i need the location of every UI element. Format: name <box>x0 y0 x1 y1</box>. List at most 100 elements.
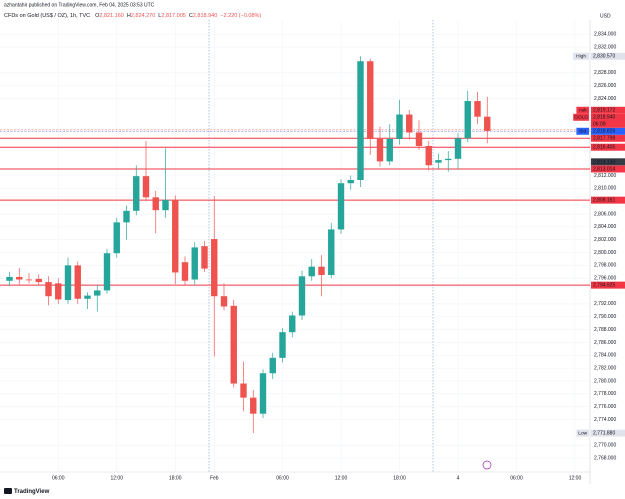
x-tick-label: 06:00 <box>510 475 523 481</box>
price-label-bg <box>591 158 625 166</box>
y-tick-label: 2,774.000 <box>594 417 616 423</box>
price-label: 2,808.161 <box>593 198 615 204</box>
y-tick-label: 2,788.000 <box>594 327 616 333</box>
candle-body <box>25 279 33 281</box>
candle-body <box>191 247 198 280</box>
y-tick-label: 2,804.000 <box>594 224 616 230</box>
candle-body <box>94 290 101 296</box>
y-tick-label: 2,828.000 <box>594 70 616 76</box>
price-label: 2,816.405 <box>593 145 615 151</box>
price-label: 2,819.172 <box>593 108 615 114</box>
candle-body <box>318 266 325 276</box>
candle-body <box>474 101 481 117</box>
price-tag-bg <box>573 52 589 60</box>
ohlc-value: 2,824.270 <box>131 13 155 19</box>
ohlc-key: C <box>189 13 193 19</box>
y-tick-label: 2,800.000 <box>594 250 616 256</box>
candle-body <box>113 222 120 254</box>
candle-body <box>484 116 491 131</box>
candle-body <box>152 197 159 211</box>
y-tick-label: 2,810.000 <box>594 186 616 192</box>
price-label: 2,818.940 <box>593 115 615 121</box>
candle-body <box>386 138 393 162</box>
ohlc-key: H <box>127 13 131 19</box>
candle-body <box>279 332 286 358</box>
logo-mark <box>4 488 12 494</box>
candle-body <box>415 132 423 146</box>
candle-body <box>123 210 130 223</box>
candle-body <box>133 176 140 211</box>
candle-body <box>16 276 23 280</box>
y-tick-label: 2,784.000 <box>594 353 616 359</box>
price-tag: Low <box>578 430 587 436</box>
price-tag: High <box>576 54 586 60</box>
candle-body <box>259 373 267 414</box>
candle-body <box>6 276 13 281</box>
y-tick-label: 2,834.000 <box>594 32 616 38</box>
brand: TradingView <box>14 489 50 495</box>
price-label-bg <box>591 52 625 60</box>
x-tick-label: 18:00 <box>169 475 182 481</box>
price-label: 2,771.880 <box>593 431 615 437</box>
candle-body <box>454 138 462 159</box>
y-tick-label: 2,802.000 <box>594 237 616 243</box>
candle-body <box>45 282 52 297</box>
price-label-bg <box>591 165 625 173</box>
candle-body <box>406 114 413 133</box>
candle-body <box>367 61 374 139</box>
event-icon[interactable] <box>482 460 492 470</box>
y-tick-label: 2,786.000 <box>594 340 616 346</box>
y-tick-label: 2,790.000 <box>594 314 616 320</box>
y-tick-label: 2,826.000 <box>594 83 616 89</box>
caption: azhantahir published on TradingView.com,… <box>4 2 155 8</box>
price-tag-bg <box>576 429 589 437</box>
price-tag-bg <box>576 127 589 135</box>
candle-body <box>172 199 179 273</box>
x-tick-label: 06:00 <box>276 475 289 481</box>
candle-body <box>308 266 315 277</box>
candle-body <box>347 179 354 184</box>
x-tick-label: Feb <box>210 475 219 481</box>
ohlc-value: 2,818.940 <box>193 13 217 19</box>
footer-logo: TradingView <box>4 488 50 495</box>
candle-body <box>103 253 111 291</box>
candle-body <box>269 357 276 374</box>
ohlc-key: L <box>158 13 161 19</box>
candle-body <box>425 145 432 166</box>
price-tag-bg <box>573 113 589 121</box>
y-tick-label: 2,798.000 <box>594 263 616 269</box>
candle-body <box>142 176 150 198</box>
candle-body <box>74 265 81 299</box>
price-tag-bg <box>576 106 589 114</box>
price-tag: Ask <box>579 108 588 114</box>
candle-body <box>298 276 306 316</box>
candle-body <box>357 61 364 180</box>
price-label: 2,813.014 <box>593 166 615 172</box>
candle-body <box>220 296 228 307</box>
y-tick-label: 2,768.000 <box>594 455 616 461</box>
price-label: 2,818.826 <box>593 129 615 135</box>
candle-body <box>337 183 345 230</box>
candle-body <box>376 138 384 162</box>
candle-body <box>64 265 72 301</box>
price-label-bg <box>591 134 625 142</box>
y-tick-label: 2,778.000 <box>594 391 616 397</box>
y-tick-label: 2,812.000 <box>594 173 616 179</box>
grid <box>0 20 590 472</box>
price-label-bg <box>591 106 625 114</box>
price-tag: Bid <box>579 129 586 135</box>
candle-body <box>35 278 42 283</box>
y-tick-label: 2,796.000 <box>594 276 616 282</box>
x-tick-label: 12:00 <box>335 475 348 481</box>
price-label-bg <box>591 281 625 289</box>
price-label: 2,814.130 <box>593 159 615 165</box>
title: CFDs on Gold (US$ / OZ), 1h, TVC <box>4 13 90 19</box>
ohlc-value: 2,821.160 <box>99 13 123 19</box>
candle-body <box>396 114 403 139</box>
change: −2.220 (−0.08%) <box>220 13 261 19</box>
candle-body <box>240 383 247 398</box>
price-label-bg <box>591 143 625 151</box>
price-label-bg <box>591 429 625 437</box>
